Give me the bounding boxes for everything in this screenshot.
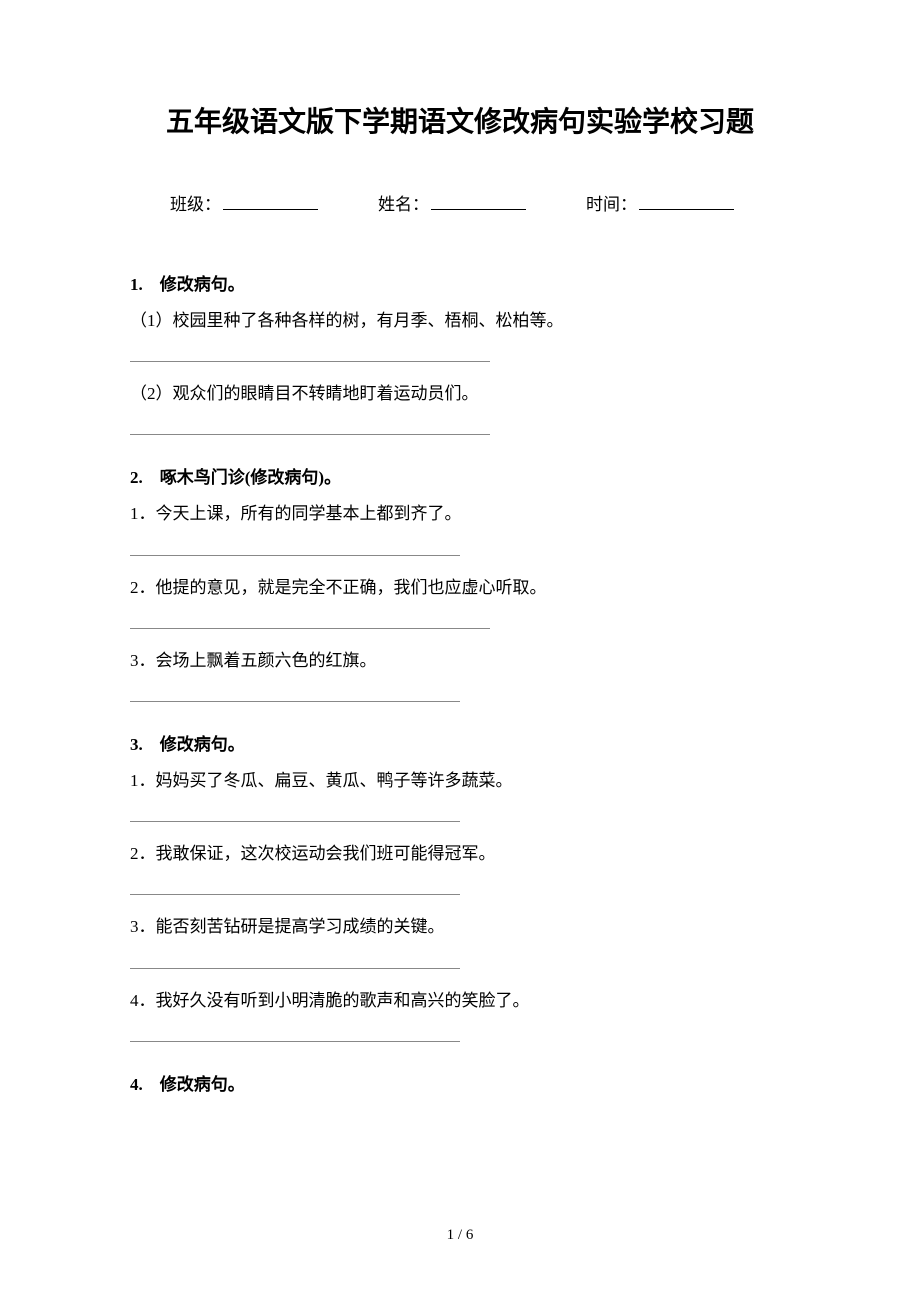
answer-line — [130, 538, 460, 556]
question-item: 3．能否刻苦钻研是提高学习成绩的关键。 — [130, 913, 790, 940]
question-item: 2．他提的意见，就是完全不正确，我们也应虚心听取。 — [130, 574, 790, 601]
question-item: （2）观众们的眼睛目不转睛地盯着运动员们。 — [130, 380, 790, 407]
answer-line — [130, 611, 490, 629]
document-title: 五年级语文版下学期语文修改病句实验学校习题 — [130, 100, 790, 140]
question-item: 4．我好久没有听到小明清脆的歌声和高兴的笑脸了。 — [130, 987, 790, 1014]
time-label: 时间： — [586, 190, 637, 215]
header-fields: 班级： 姓名： 时间： — [130, 190, 790, 215]
page-number: 1 / 6 — [0, 1227, 920, 1244]
question-item: 1．妈妈买了冬瓜、扁豆、黄瓜、鸭子等许多蔬菜。 — [130, 767, 790, 794]
question-item: 3．会场上飘着五颜六色的红旗。 — [130, 647, 790, 674]
time-field: 时间： — [586, 190, 734, 215]
question-item: 1．今天上课，所有的同学基本上都到齐了。 — [130, 500, 790, 527]
class-blank — [223, 209, 318, 210]
name-blank — [431, 209, 526, 210]
question-item: （1）校园里种了各种各样的树，有月季、梧桐、松柏等。 — [130, 307, 790, 334]
answer-line — [130, 804, 460, 822]
class-field: 班级： — [170, 190, 318, 215]
name-label: 姓名： — [378, 190, 429, 215]
answer-line — [130, 877, 460, 895]
section-2-heading: 2. 啄木鸟门诊(修改病句)。 — [130, 463, 790, 488]
class-label: 班级： — [170, 190, 221, 215]
section-4-heading: 4. 修改病句。 — [130, 1070, 790, 1095]
answer-line — [130, 344, 490, 362]
answer-line — [130, 1024, 460, 1042]
name-field: 姓名： — [378, 190, 526, 215]
section-3-heading: 3. 修改病句。 — [130, 730, 790, 755]
answer-line — [130, 417, 490, 435]
answer-line — [130, 684, 460, 702]
section-1-heading: 1. 修改病句。 — [130, 270, 790, 295]
question-item: 2．我敢保证，这次校运动会我们班可能得冠军。 — [130, 840, 790, 867]
answer-line — [130, 951, 460, 969]
time-blank — [639, 209, 734, 210]
